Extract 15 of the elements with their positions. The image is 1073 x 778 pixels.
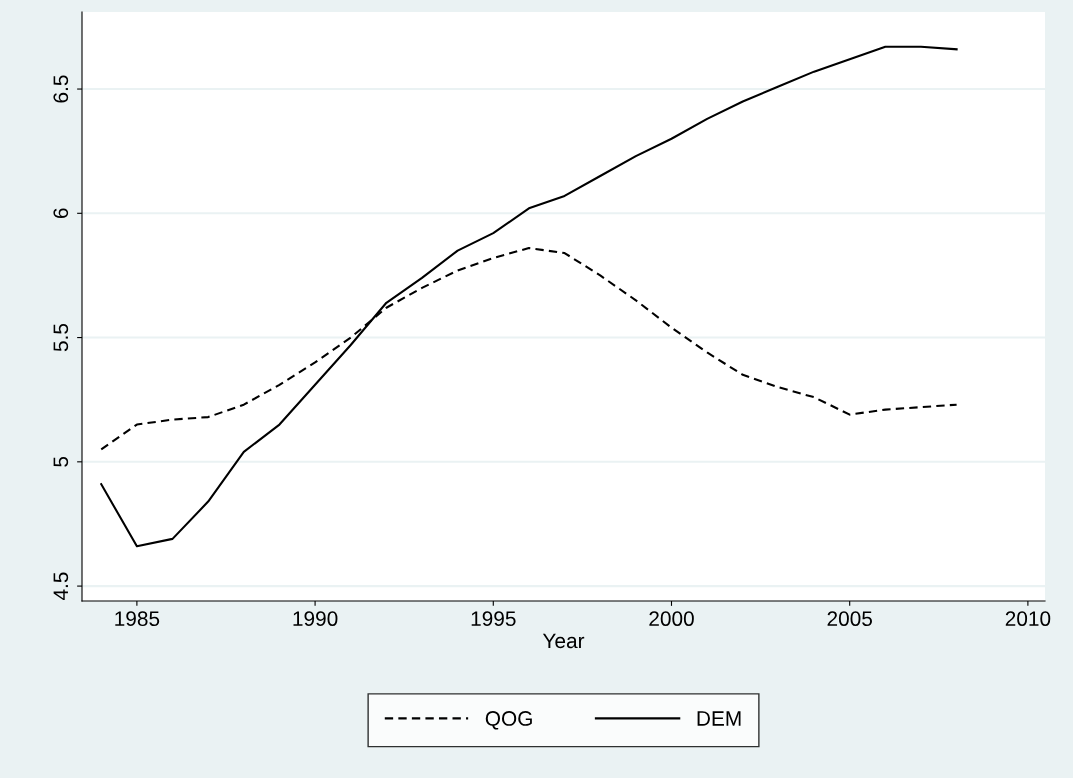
y-tick-label: 5 [53,456,69,467]
x-tick-label: 1990 [293,611,338,627]
x-tick-label: 2010 [1005,611,1051,627]
x-tick-label: 1985 [115,611,160,627]
y-tick-label: 6.5 [53,75,69,103]
x-axis-title: Year [542,633,585,649]
y-tick-label: 6 [53,208,69,219]
x-tick-label: 2005 [827,611,872,627]
legend-label: QOG [485,711,532,730]
x-tick-label: 1995 [471,611,516,627]
legend-label: DEM [697,711,741,726]
y-tick-label: 4.5 [53,572,69,601]
y-tick-label: 5.5 [53,323,69,352]
line-series [100,45,958,548]
x-tick-label: 2000 [649,611,694,627]
